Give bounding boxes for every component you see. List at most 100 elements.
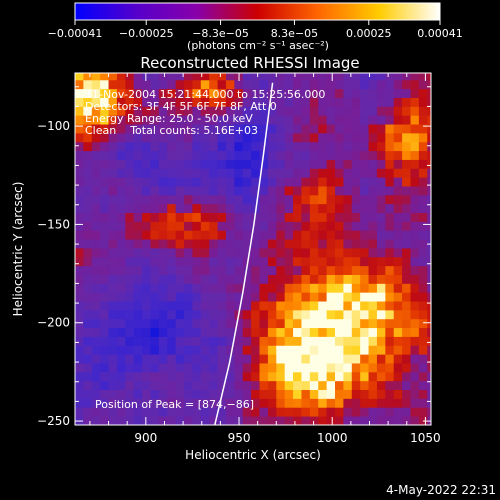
- heatmap-cell: [309, 265, 319, 275]
- heatmap-cell: [427, 283, 431, 293]
- heatmap-cell: [83, 265, 93, 275]
- heatmap-cell: [150, 97, 160, 107]
- heatmap-cell: [175, 239, 185, 249]
- heatmap-cell: [91, 194, 101, 205]
- heatmap-cell: [192, 194, 202, 205]
- heatmap-cell: [410, 274, 420, 284]
- heatmap-cell: [301, 248, 311, 258]
- heatmap-cell: [225, 265, 235, 275]
- heatmap-cell: [242, 186, 252, 196]
- heatmap-cell: [343, 212, 353, 222]
- heatmap-cell: [293, 274, 302, 284]
- heatmap-cell: [200, 115, 210, 125]
- heatmap-cell: [75, 115, 84, 125]
- heatmap-cell: [360, 309, 369, 320]
- heatmap-cell: [133, 309, 143, 320]
- heatmap-cell: [360, 186, 369, 196]
- heatmap-cell: [83, 283, 93, 293]
- heatmap-cell: [410, 239, 420, 249]
- heatmap-cell: [326, 97, 336, 107]
- heatmap-cell: [402, 309, 411, 320]
- heatmap-cell: [225, 106, 235, 116]
- heatmap-cell: [427, 345, 431, 355]
- heatmap-cell: [83, 115, 93, 125]
- heatmap-cell: [351, 115, 361, 125]
- heatmap-cell: [116, 115, 126, 125]
- heatmap-cell: [75, 248, 84, 258]
- heatmap-cell: [335, 124, 344, 134]
- heatmap-cell: [318, 230, 328, 240]
- heatmap-cell: [158, 150, 168, 160]
- heatmap-cell: [150, 309, 160, 320]
- heatmap-cell: [200, 407, 210, 417]
- heatmap-cell: [335, 371, 344, 382]
- heatmap-cell: [368, 132, 378, 143]
- heatmap-cell: [418, 283, 428, 293]
- heatmap-cell: [293, 141, 302, 152]
- heatmap-cell: [335, 230, 344, 240]
- heatmap-cell: [167, 398, 177, 408]
- heatmap-cell: [360, 239, 369, 249]
- heatmap-cell: [167, 371, 177, 382]
- heatmap-cell: [158, 88, 168, 98]
- colorbar-ticks: −0.00041 −0.00025 −8.3e−05 8.3e−05 0.00025 0.…: [48, 20, 463, 40]
- heatmap-cell: [133, 150, 143, 160]
- heatmap-cell: [150, 274, 160, 284]
- heatmap-cell: [251, 106, 260, 116]
- heatmap-cell: [175, 292, 185, 302]
- heatmap-cell: [427, 141, 431, 152]
- heatmap-cell: [175, 106, 185, 116]
- heatmap-cell: [418, 309, 428, 320]
- heatmap-cell: [351, 380, 361, 390]
- heatmap-cell: [318, 292, 328, 302]
- heatmap-cell: [410, 88, 420, 98]
- heatmap-cell: [175, 221, 185, 231]
- heatmap-cell: [167, 336, 177, 346]
- heatmap-cell: [393, 115, 403, 125]
- heatmap-cell: [309, 292, 319, 302]
- heatmap-cell: [158, 389, 168, 399]
- heatmap-cell: [385, 177, 395, 187]
- heatmap-cell: [192, 141, 202, 152]
- heatmap-cell: [326, 124, 336, 134]
- heatmap-cell: [318, 327, 328, 337]
- heatmap-cell: [418, 194, 428, 205]
- heatmap-cell: [309, 159, 319, 169]
- heatmap-cell: [335, 407, 344, 417]
- heatmap-cell: [418, 398, 428, 408]
- heatmap-cell: [192, 309, 202, 320]
- heatmap-cell: [133, 398, 143, 408]
- heatmap-cell: [175, 398, 185, 408]
- heatmap-cell: [293, 168, 302, 178]
- heatmap-cell: [150, 345, 160, 355]
- heatmap-cell: [234, 248, 244, 258]
- heatmap-cell: [108, 88, 118, 98]
- heatmap-cell: [192, 221, 202, 231]
- heatmap-cell: [376, 132, 386, 143]
- heatmap-cell: [402, 239, 411, 249]
- heatmap-cell: [175, 256, 185, 267]
- heatmap-cell: [335, 256, 344, 267]
- heatmap-cell: [158, 177, 168, 187]
- heatmap-cell: [335, 398, 344, 408]
- heatmap-cell: [343, 336, 353, 346]
- heatmap-cell: [393, 380, 403, 390]
- heatmap-cell: [100, 212, 109, 222]
- heatmap-cell: [217, 73, 227, 81]
- heatmap-cell: [242, 398, 252, 408]
- heatmap-cell: [385, 354, 395, 364]
- heatmap-cell: [100, 283, 109, 293]
- heatmap-cell: [276, 168, 286, 178]
- heatmap-cell: [234, 186, 244, 196]
- heatmap-cell: [192, 380, 202, 390]
- heatmap-cell: [284, 203, 294, 214]
- heatmap-cell: [335, 292, 344, 302]
- heatmap-cell: [242, 124, 252, 134]
- heatmap-cell: [335, 354, 344, 364]
- heatmap-cell: [209, 124, 218, 134]
- heatmap-cell: [309, 327, 319, 337]
- heatmap-cell: [217, 416, 227, 425]
- heatmap-cell: [116, 283, 126, 293]
- heatmap-cell: [276, 265, 286, 275]
- heatmap-cell: [335, 265, 344, 275]
